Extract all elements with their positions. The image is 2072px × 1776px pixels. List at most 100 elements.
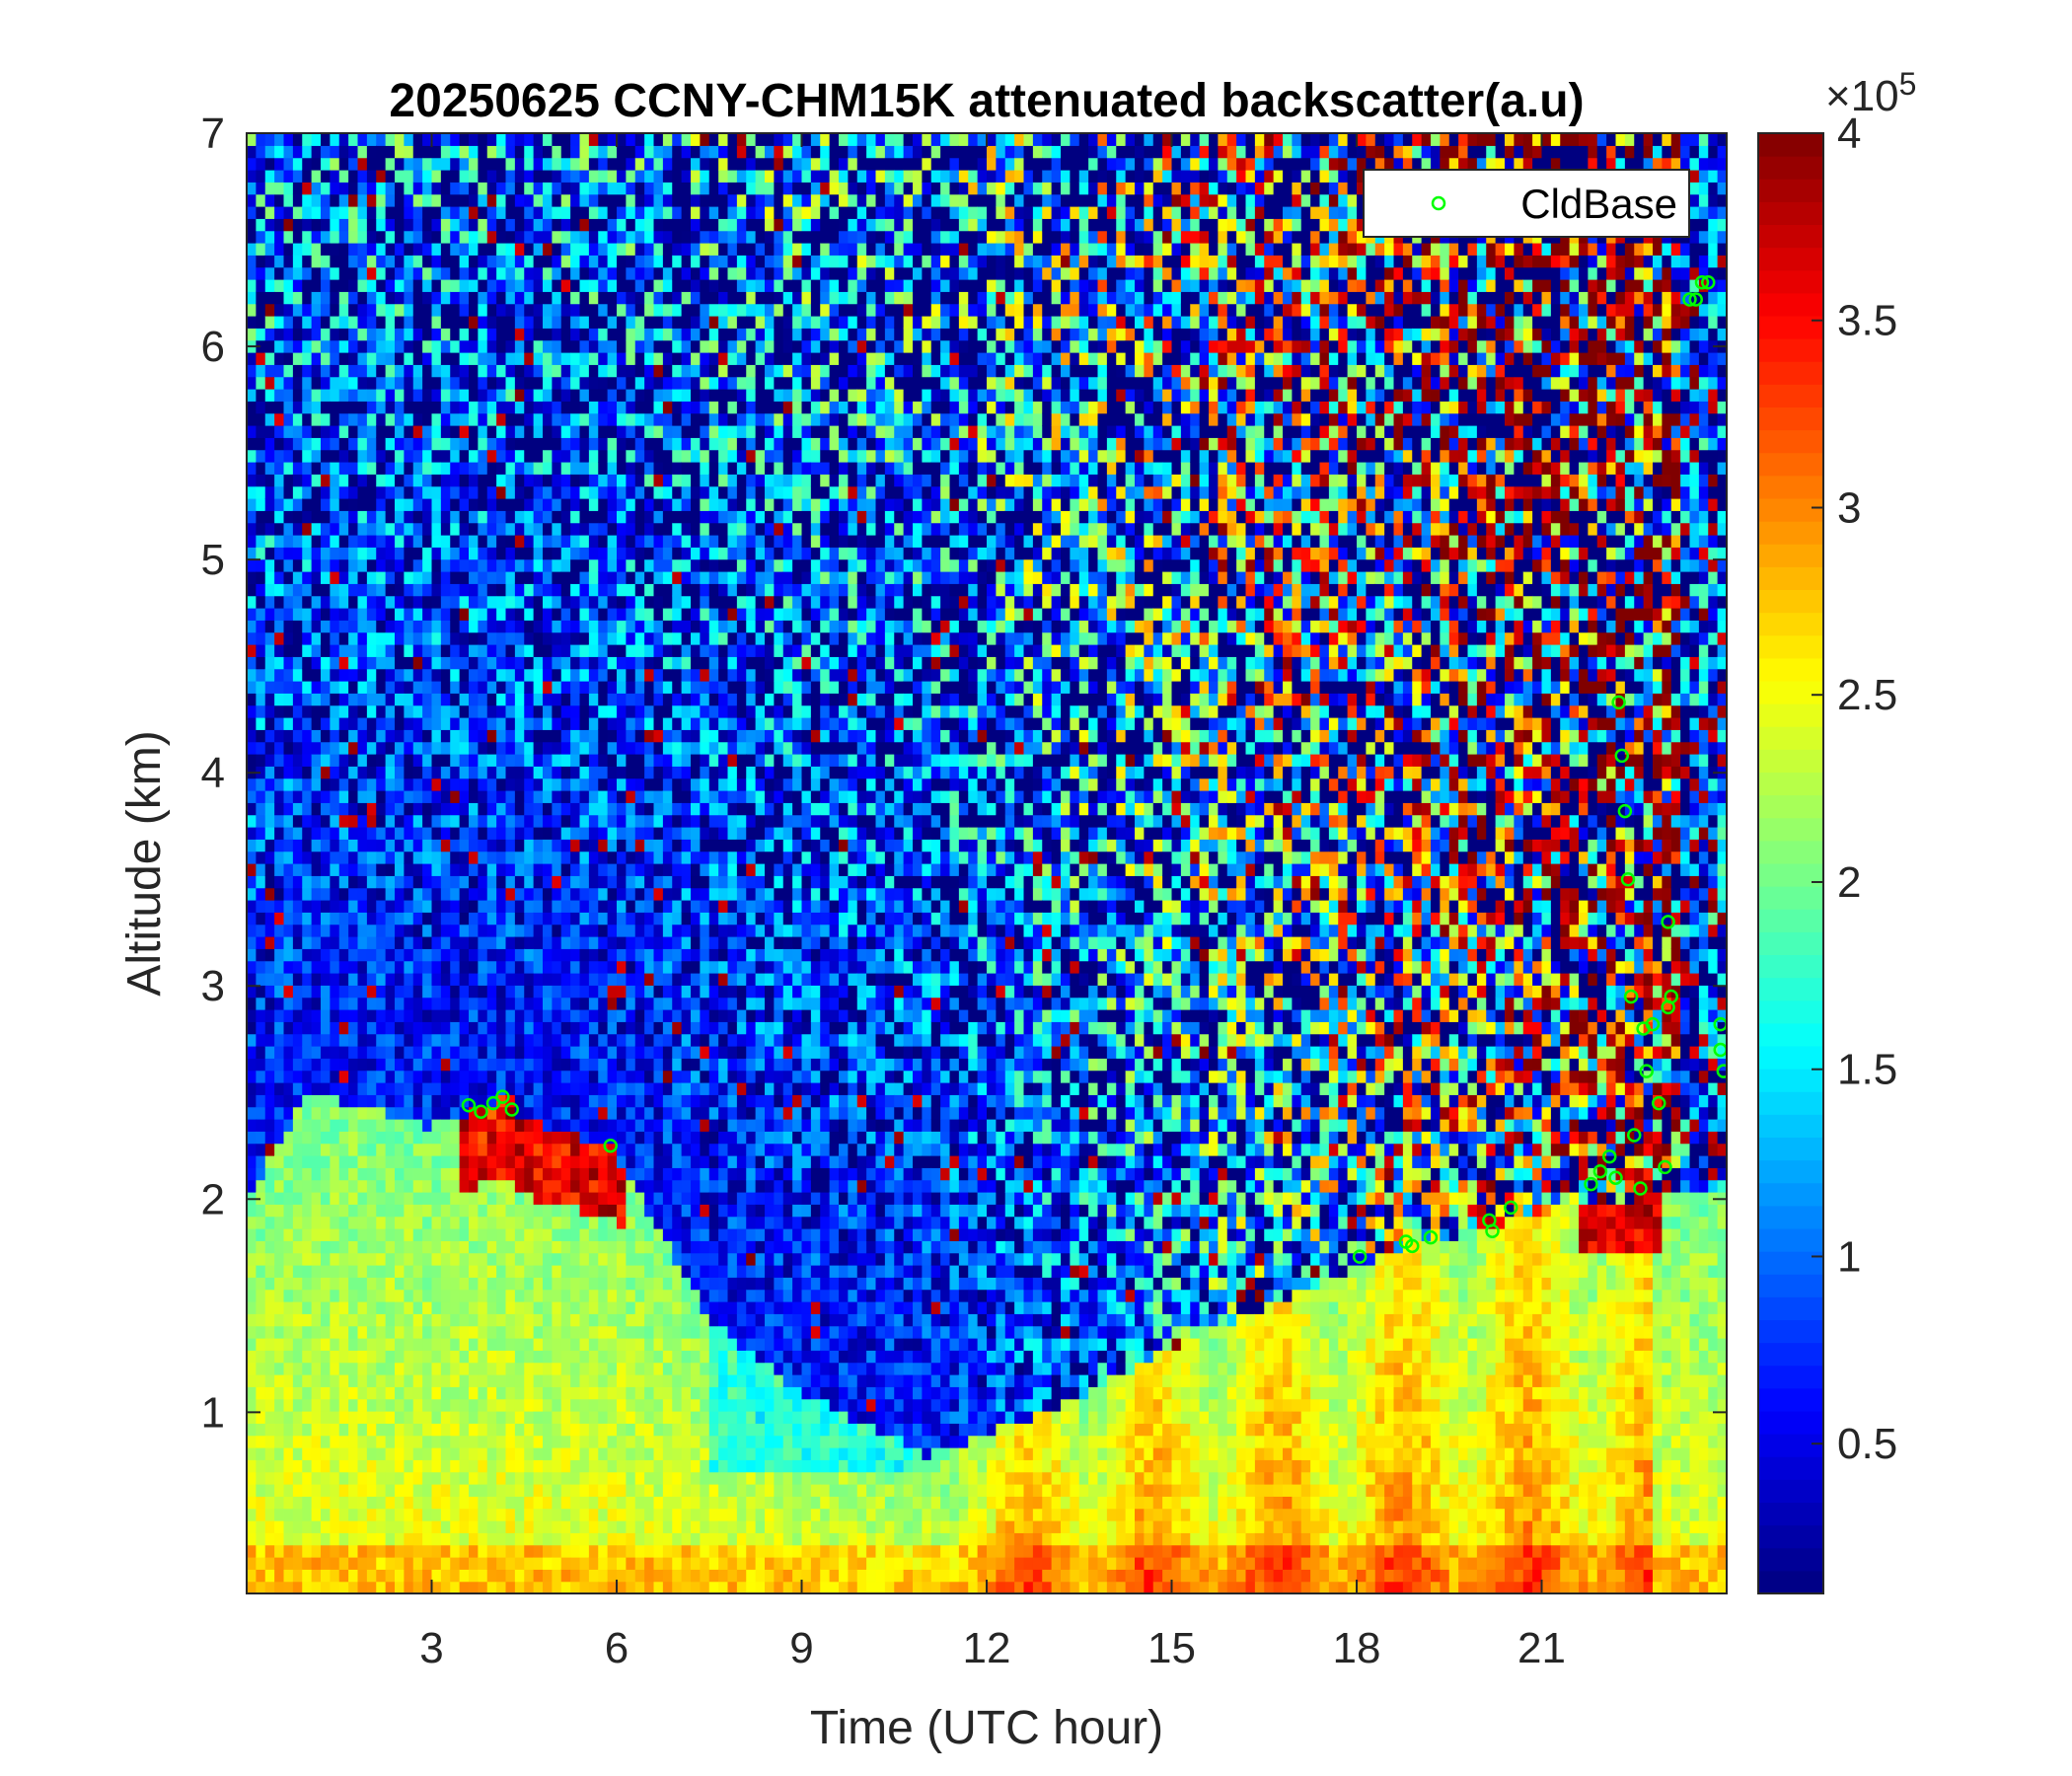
heatmap-cell — [496, 583, 507, 597]
heatmap-cell — [330, 1179, 340, 1193]
heatmap-cell — [450, 1581, 461, 1593]
heatmap-cell — [524, 206, 535, 219]
heatmap-cell — [330, 230, 340, 244]
heatmap-cell — [311, 535, 322, 548]
heatmap-cell — [626, 839, 636, 852]
heatmap-cell — [366, 510, 377, 524]
heatmap-cell — [292, 376, 303, 390]
heatmap-cell — [514, 997, 525, 1010]
heatmap-cell — [598, 1362, 609, 1375]
heatmap-cell — [560, 230, 571, 244]
heatmap-cell — [348, 1240, 359, 1254]
heatmap-cell — [505, 1252, 516, 1266]
heatmap-cell — [247, 218, 257, 232]
heatmap-cell — [524, 1167, 535, 1181]
heatmap-cell — [450, 754, 461, 767]
heatmap-cell — [543, 474, 553, 487]
heatmap-cell — [552, 485, 562, 499]
heatmap-cell — [366, 1070, 377, 1083]
heatmap-cell — [626, 1021, 636, 1035]
heatmap-cell — [404, 1532, 414, 1546]
heatmap-cell — [431, 339, 442, 353]
heatmap-cell — [412, 1082, 423, 1095]
heatmap-cell — [450, 510, 461, 524]
heatmap-cell — [274, 851, 285, 864]
heatmap-cell — [321, 1471, 331, 1485]
heatmap-cell — [469, 802, 479, 816]
heatmap-cell — [264, 1119, 275, 1132]
heatmap-cell — [283, 352, 294, 365]
heatmap-cell — [422, 620, 433, 633]
heatmap-cell — [579, 814, 590, 828]
heatmap-cell — [450, 1265, 461, 1278]
heatmap-cell — [338, 462, 349, 475]
heatmap-cell — [496, 668, 507, 682]
heatmap-cell — [412, 412, 423, 426]
heatmap-cell — [598, 790, 609, 803]
heatmap-cell — [311, 279, 322, 292]
heatmap-cell — [311, 425, 322, 438]
heatmap-cell — [357, 1471, 368, 1485]
heatmap-cell — [247, 1167, 257, 1181]
heatmap-cell — [514, 1058, 525, 1072]
heatmap-cell — [412, 1143, 423, 1156]
heatmap-cell — [588, 1471, 599, 1485]
heatmap-cell — [247, 425, 257, 438]
heatmap-cell — [366, 328, 377, 341]
heatmap-cell — [626, 1277, 636, 1291]
heatmap-cell — [459, 704, 470, 718]
heatmap-cell — [607, 1082, 618, 1095]
heatmap-cell — [560, 1338, 571, 1351]
heatmap-cell — [579, 1496, 590, 1510]
heatmap-cell — [459, 1325, 470, 1339]
heatmap-cell — [366, 875, 377, 889]
heatmap-cell — [330, 704, 340, 718]
heatmap-cell — [395, 1167, 405, 1181]
heatmap-cell — [404, 644, 414, 657]
heatmap-cell — [459, 1484, 470, 1497]
heatmap-cell — [459, 437, 470, 451]
heatmap-cell — [338, 948, 349, 962]
heatmap-cell — [338, 1301, 349, 1314]
heatmap-cell — [256, 1216, 266, 1229]
heatmap-cell — [617, 1569, 627, 1583]
heatmap-cell — [338, 1289, 349, 1302]
heatmap-cell — [256, 364, 266, 378]
heatmap-cell — [626, 863, 636, 876]
heatmap-cell — [505, 790, 516, 803]
heatmap-cell — [469, 412, 479, 426]
heatmap-cell — [256, 1484, 266, 1497]
heatmap-cell — [376, 985, 387, 999]
heatmap-cell — [570, 547, 581, 560]
heatmap-cell — [338, 1362, 349, 1375]
heatmap-cell — [274, 485, 285, 499]
heatmap-cell — [376, 474, 387, 487]
heatmap-cell — [256, 1033, 266, 1047]
heatmap-cell — [579, 1033, 590, 1047]
heatmap-cell — [330, 1155, 340, 1168]
heatmap-cell — [617, 887, 627, 901]
heatmap-cell — [450, 1338, 461, 1351]
heatmap-cell — [617, 1289, 627, 1302]
heatmap-cell — [366, 948, 377, 962]
heatmap-cell — [376, 266, 387, 280]
heatmap-cell — [560, 571, 571, 584]
heatmap-cell — [264, 498, 275, 511]
heatmap-cell — [348, 230, 359, 244]
heatmap-cell — [274, 693, 285, 706]
heatmap-cell — [338, 1386, 349, 1400]
heatmap-cell — [348, 668, 359, 682]
heatmap-cell — [450, 936, 461, 949]
heatmap-cell — [607, 547, 618, 560]
heatmap-cell — [348, 1021, 359, 1035]
heatmap-cell — [543, 364, 553, 378]
heatmap-cell — [412, 230, 423, 244]
heatmap-cell — [560, 1313, 571, 1327]
heatmap-cell — [570, 1228, 581, 1241]
heatmap-cell — [330, 170, 340, 183]
heatmap-cell — [302, 328, 313, 341]
heatmap-cell — [376, 182, 387, 195]
heatmap-cell — [283, 608, 294, 621]
heatmap-cell — [552, 1289, 562, 1302]
heatmap-cell — [459, 1423, 470, 1437]
